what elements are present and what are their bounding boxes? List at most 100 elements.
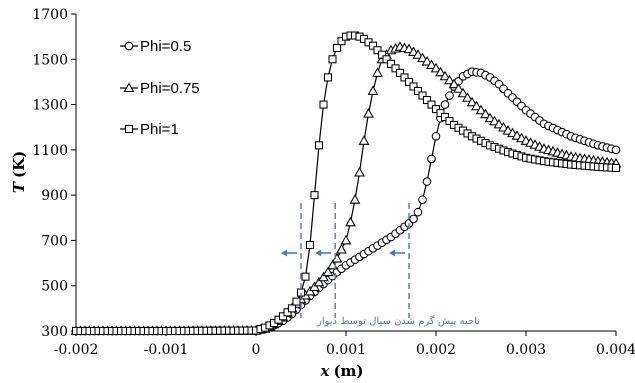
data-point-triangle: [358, 135, 370, 145]
data-point-circle: [422, 177, 432, 186]
left-arrow-icon: [315, 249, 322, 257]
y-tick-label: 1300: [32, 98, 68, 114]
series-phi-0-5: [71, 67, 621, 336]
data-point-triangle: [309, 281, 320, 291]
x-axis-var: x: [319, 362, 330, 380]
legend-label-phi-0-5: Phi=0.5: [140, 38, 191, 55]
data-point-square: [332, 43, 342, 52]
y-tick-label: 300: [41, 324, 68, 340]
data-point-square: [323, 73, 333, 82]
data-point-triangle: [426, 59, 437, 69]
annotation-layer: ناحیه پیش گرم شدن سیال توسط دیوار: [281, 203, 480, 327]
legend-entry-phi-0-5: Phi=0.5: [120, 38, 191, 55]
data-point-triangle: [475, 104, 487, 115]
data-point-square: [409, 82, 418, 91]
x-tick-label: -0.002: [54, 342, 99, 358]
data-point-triangle: [453, 83, 464, 93]
data-point-triangle: [462, 92, 473, 102]
data-point-square: [422, 96, 432, 105]
data-point-triangle: [349, 194, 361, 204]
y-tick-label: 700: [41, 233, 68, 249]
data-point-triangle: [439, 70, 451, 81]
y-axis-var: T: [10, 180, 28, 193]
data-point-square: [377, 50, 387, 59]
data-point-triangle: [313, 276, 325, 287]
data-point-square: [368, 41, 378, 50]
data-point-triangle: [340, 234, 352, 245]
data-point-circle: [418, 195, 427, 204]
y-axis-title: T (K): [10, 151, 28, 193]
legend-square-marker: [124, 124, 134, 134]
data-point-circle: [445, 91, 454, 100]
data-point-square: [413, 86, 423, 96]
legend-triangle-marker: [123, 82, 135, 93]
data-point-square: [305, 240, 315, 249]
data-point-circle: [440, 100, 450, 109]
data-point-triangle: [412, 49, 424, 59]
data-point-triangle: [331, 252, 343, 263]
y-axis-ticks: 300 500 700 900 1100 1300 1500 1700: [32, 7, 76, 340]
legend: Phi=0.5 Phi=0.75 Phi=1: [120, 38, 200, 138]
x-tick-label: 0.001: [326, 342, 366, 358]
legend-label-phi-0-75: Phi=0.75: [140, 80, 200, 97]
data-point-triangle: [435, 66, 446, 77]
data-point-square: [287, 304, 297, 313]
data-point-circle: [611, 145, 621, 155]
data-point-triangle: [489, 115, 500, 126]
data-point-square: [337, 37, 346, 46]
y-tick-label: 500: [41, 279, 68, 295]
data-point-square: [611, 163, 621, 172]
data-point-triangle: [372, 67, 383, 77]
data-point-square: [395, 68, 405, 77]
x-tick-label: 0.003: [506, 342, 546, 358]
data-point-triangle: [367, 85, 379, 96]
data-point-triangle: [336, 243, 347, 254]
y-tick-label: 1700: [32, 7, 68, 23]
data-point-square: [418, 91, 427, 100]
data-point-circle: [409, 214, 418, 224]
data-point-square: [301, 272, 310, 281]
data-point-triangle: [498, 121, 509, 132]
left-arrow-icon: [389, 249, 395, 257]
data-point-triangle: [448, 78, 460, 89]
data-point-square: [310, 191, 319, 200]
x-tick-label: -0.001: [144, 342, 189, 358]
legend-label-phi-1: Phi=1: [140, 121, 179, 138]
x-tick-label: 0: [252, 342, 261, 358]
x-tick-label: 0.004: [596, 342, 635, 358]
data-point-triangle: [471, 100, 482, 111]
data-point-square: [404, 77, 414, 86]
x-tick-label: 0.002: [416, 342, 456, 358]
data-point-square: [391, 64, 400, 73]
data-point-square: [292, 297, 301, 306]
data-point-triangle: [322, 266, 334, 277]
data-point-triangle: [318, 271, 329, 282]
data-point-triangle: [345, 216, 356, 227]
data-point-triangle: [480, 108, 491, 119]
data-point-triangle: [421, 55, 433, 66]
series-line: [76, 71, 617, 332]
data-point-triangle: [457, 87, 469, 98]
data-point-triangle: [363, 108, 374, 118]
data-point-circle: [431, 131, 441, 141]
x-axis-title: x (m): [319, 362, 363, 380]
preheat-annotation: ناحیه پیش گرم شدن سیال توسط دیوار: [316, 315, 480, 327]
data-point-square: [319, 100, 328, 109]
data-point-triangle: [466, 96, 478, 107]
data-point-circle: [427, 154, 436, 164]
data-point-square: [328, 55, 337, 64]
data-point-square: [427, 100, 436, 109]
plot-frame: [75, 14, 616, 332]
y-tick-label: 1500: [32, 52, 68, 68]
left-arrow-icon: [281, 249, 287, 257]
data-point-triangle: [417, 52, 428, 63]
data-point-circle: [413, 207, 423, 217]
x-axis-ticks: -0.002 -0.001 0 0.001 0.002 0.003 0.004: [54, 331, 635, 358]
y-tick-label: 1100: [32, 143, 68, 159]
legend-entry-phi-1: Phi=1: [120, 121, 179, 138]
data-point-square: [373, 46, 382, 55]
legend-entry-phi-0-75: Phi=0.75: [120, 80, 200, 97]
data-point-square: [386, 59, 396, 68]
series-phi-1: [71, 31, 621, 336]
